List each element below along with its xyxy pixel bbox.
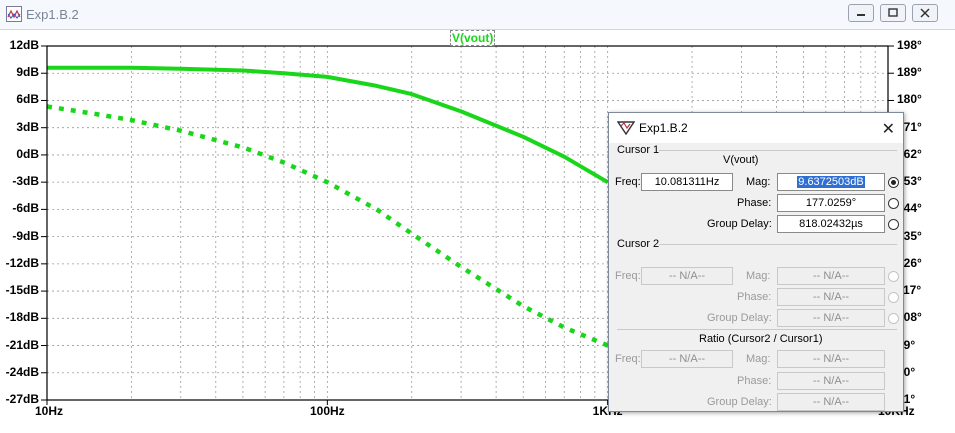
cursor2-mag-label: Mag: xyxy=(746,270,771,282)
mag-radio[interactable] xyxy=(888,177,899,188)
waveform-dialog-icon xyxy=(617,121,635,136)
ratio-phase-label: Phase: xyxy=(737,375,772,387)
cursor2-phase-field: -- N/A-- xyxy=(777,288,885,306)
x-axis-label: 100Hz xyxy=(309,404,345,418)
ratio-gd-field: -- N/A-- xyxy=(777,393,885,411)
minimize-icon xyxy=(857,14,865,16)
close-icon xyxy=(920,8,930,18)
cursor1-mag-value: 9.6372503dB xyxy=(797,176,865,188)
left-axis-label: -21dB xyxy=(5,337,39,352)
ratio-separator xyxy=(617,329,897,330)
cursor1-gd-label: Group Delay: xyxy=(707,218,772,230)
cursor2-heading: Cursor 2 xyxy=(617,238,660,250)
left-axis-label: -6dB xyxy=(12,201,39,216)
cursor1-trace-name: V(vout) xyxy=(723,154,759,166)
window-titlebar: Exp1.B.2 xyxy=(0,0,955,30)
phase-trace xyxy=(46,104,609,348)
right-axis-label: 180° xyxy=(897,92,922,107)
left-axis-label: 0dB xyxy=(16,146,39,161)
ratio-mag-field: -- N/A-- xyxy=(777,350,885,368)
left-axis-label: 3dB xyxy=(16,119,39,134)
dialog-titlebar: Exp1.B.2 ✕ xyxy=(609,113,903,143)
trace-layer xyxy=(46,65,609,348)
close-window-button[interactable] xyxy=(912,4,938,22)
cursor2-phase-label: Phase: xyxy=(737,291,772,303)
ratio-gd-label: Group Delay: xyxy=(707,396,772,408)
cursor1-mag-label: Mag: xyxy=(746,176,771,188)
cursor1-freq-label: Freq: xyxy=(615,176,641,188)
ratio-mag-label: Mag: xyxy=(746,353,771,365)
restore-icon xyxy=(888,8,898,17)
cursor2-phase-radio xyxy=(888,292,899,303)
cursor1-freq-field[interactable]: 10.081311Hz xyxy=(641,173,733,191)
magnitude-trace xyxy=(47,65,609,184)
cursor2-separator xyxy=(659,244,897,245)
left-axis-label: -15dB xyxy=(5,283,39,298)
ratio-freq-label: Freq: xyxy=(615,353,641,365)
cursor1-separator xyxy=(659,150,897,151)
cursor-dialog: Exp1.B.2 ✕ Cursor 1 V(vout) Freq: 10.081… xyxy=(608,112,904,412)
left-axis-label: -12dB xyxy=(5,255,39,270)
cursor1-mag-field[interactable]: 9.6372503dB xyxy=(777,173,885,191)
ratio-phase-field: -- N/A-- xyxy=(777,372,885,390)
cursor1-heading: Cursor 1 xyxy=(617,144,660,156)
right-axis-label: 198° xyxy=(897,38,922,52)
left-axis-label: -18dB xyxy=(5,310,39,325)
restore-button[interactable] xyxy=(880,4,906,22)
window-title: Exp1.B.2 xyxy=(26,7,79,22)
cursor1-gd-field[interactable]: 818.02432µs xyxy=(777,215,885,233)
minimize-button[interactable] xyxy=(848,4,874,22)
x-axis-label: 10Hz xyxy=(35,404,64,418)
cursor2-gd-field: -- N/A-- xyxy=(777,309,885,327)
phase-radio[interactable] xyxy=(888,198,899,209)
left-axis-label: 6dB xyxy=(16,92,39,107)
cursor2-gd-label: Group Delay: xyxy=(707,312,772,324)
dialog-title: Exp1.B.2 xyxy=(639,121,688,135)
left-axis-label: -27dB xyxy=(5,392,39,406)
cursor2-freq-label: Freq: xyxy=(615,270,641,282)
ratio-heading: Ratio (Cursor2 / Cursor1) xyxy=(699,333,823,345)
left-axis-label: -3dB xyxy=(12,174,39,189)
cursor2-gd-radio xyxy=(888,313,899,324)
waveform-app-icon xyxy=(6,6,22,22)
cursor2-mag-field: -- N/A-- xyxy=(777,267,885,285)
cursor1-phase-label: Phase: xyxy=(737,197,772,209)
cursor2-freq-field: -- N/A-- xyxy=(641,267,733,285)
cursor2-mag-radio xyxy=(888,271,899,282)
right-axis-label: 189° xyxy=(897,65,922,80)
ratio-freq-field: -- N/A-- xyxy=(641,350,733,368)
left-axis-label: 9dB xyxy=(16,65,39,80)
cursor1-phase-field[interactable]: 177.0259° xyxy=(777,194,885,212)
left-axis-label: 12dB xyxy=(9,38,39,52)
group-delay-radio[interactable] xyxy=(888,219,899,230)
left-axis-label: -24dB xyxy=(5,364,39,379)
trace-label[interactable]: V(vout) xyxy=(450,30,496,46)
left-axis-label: -9dB xyxy=(12,228,39,243)
dialog-close-icon[interactable]: ✕ xyxy=(881,121,895,138)
